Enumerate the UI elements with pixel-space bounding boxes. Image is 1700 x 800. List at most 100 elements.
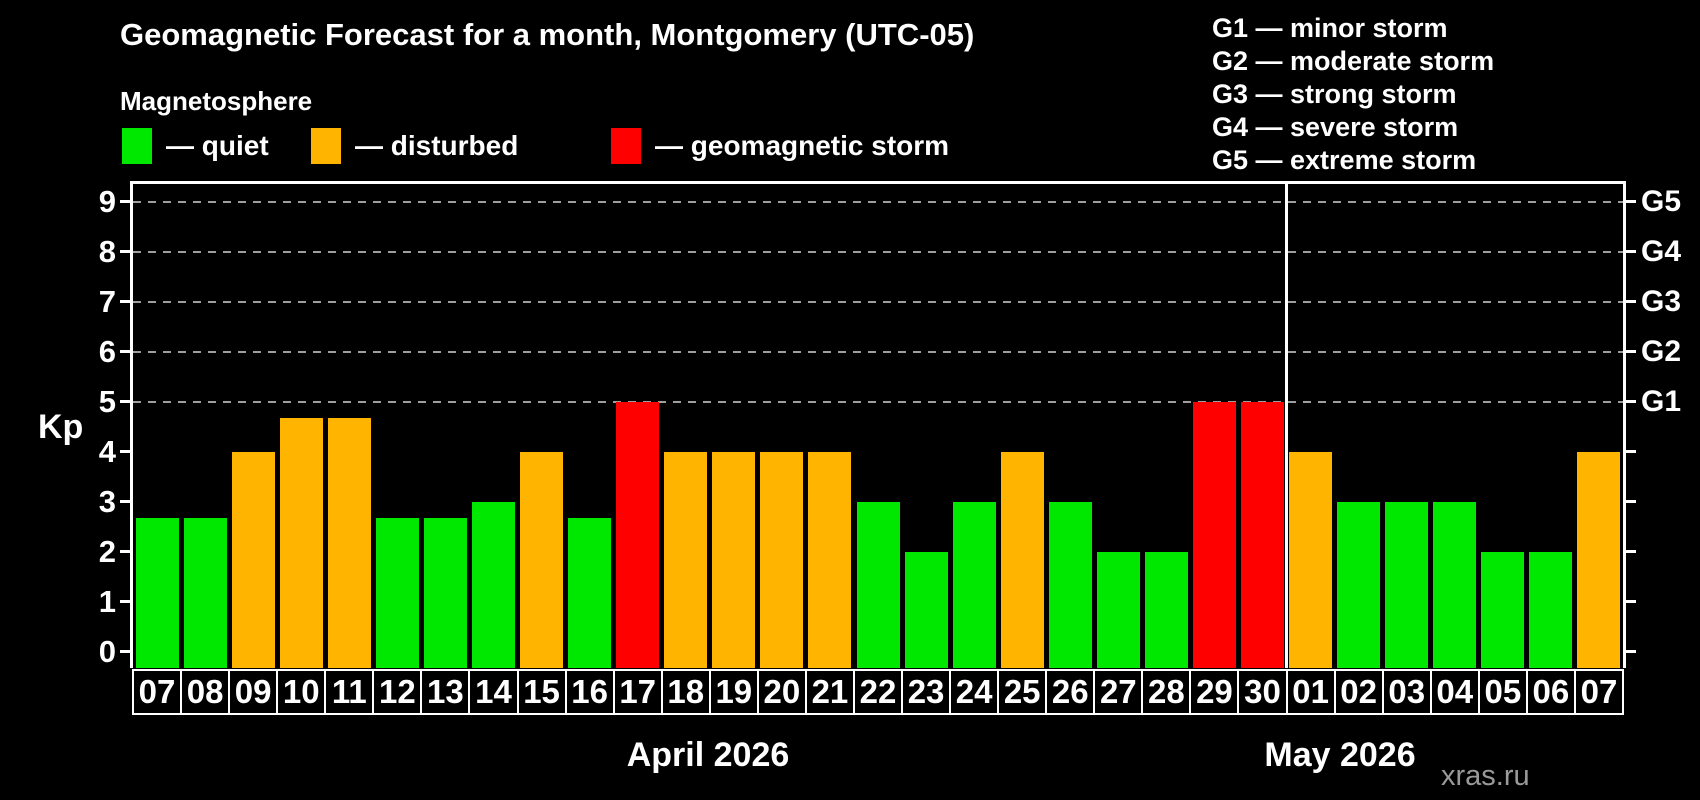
g-scale-legend-line-g2: G2 — moderate storm (1212, 46, 1495, 76)
day-label-apr-24: 24 (949, 669, 1000, 715)
y-axis-tick-left-5 (120, 400, 133, 403)
day-label-apr-12: 12 (372, 669, 423, 715)
day-label-may-06: 06 (1525, 669, 1576, 715)
y-axis-tick-left-0 (120, 650, 133, 653)
kp-bar-may-02 (1337, 501, 1381, 668)
day-label-apr-21: 21 (804, 669, 855, 715)
kp-bar-apr-30 (1241, 401, 1285, 668)
day-label-apr-17: 17 (612, 669, 663, 715)
kp-bar-apr-14 (471, 501, 515, 668)
y-axis-tick-right-1 (1623, 600, 1636, 603)
y-axis-tick-right-8 (1623, 250, 1636, 253)
y-axis-tick-label-5: 5 (98, 383, 116, 419)
kp-bar-apr-24 (952, 501, 996, 668)
day-label-apr-10: 10 (276, 669, 327, 715)
kp-bar-apr-12 (375, 518, 419, 668)
y-axis-tick-left-4 (120, 450, 133, 453)
kp-bar-apr-25 (1000, 451, 1044, 668)
g-axis-label-g4: G4 (1641, 234, 1682, 268)
y-axis-tick-left-6 (120, 350, 133, 353)
day-label-apr-13: 13 (420, 669, 471, 715)
kp-bar-apr-13 (423, 518, 467, 668)
y-axis-tick-label-6: 6 (98, 333, 116, 369)
y-axis-tick-label-2: 2 (98, 533, 116, 569)
storm-color-swatch (611, 128, 641, 164)
day-label-may-01: 01 (1285, 669, 1336, 715)
day-label-apr-14: 14 (468, 669, 519, 715)
day-label-may-03: 03 (1381, 669, 1432, 715)
kp-bar-apr-08 (183, 518, 227, 668)
kp-bar-may-05 (1481, 551, 1525, 668)
day-label-apr-15: 15 (516, 669, 567, 715)
kp-bar-may-01 (1289, 451, 1333, 668)
day-label-apr-20: 20 (756, 669, 807, 715)
y-axis-tick-right-9 (1623, 200, 1636, 203)
y-axis-tick-left-1 (120, 600, 133, 603)
g-axis-label-g3: G3 (1641, 284, 1682, 318)
gridline-kp9 (133, 200, 1623, 203)
g-axis-label-g2: G2 (1641, 334, 1682, 368)
y-axis-tick-label-3: 3 (98, 483, 116, 519)
month-label-april: April 2026 (626, 736, 790, 774)
kp-bar-may-04 (1433, 501, 1477, 668)
y-axis-tick-label-9: 9 (98, 183, 116, 219)
quiet-color-swatch (122, 128, 152, 164)
chart-title: Geomagnetic Forecast for a month, Montgo… (120, 17, 975, 52)
kp-bar-apr-26 (1048, 501, 1092, 668)
y-axis-title: Kp (38, 408, 84, 446)
y-axis-tick-left-2 (120, 550, 133, 553)
y-axis-tick-left-8 (120, 250, 133, 253)
kp-bar-may-07 (1577, 451, 1621, 668)
y-axis-tick-left-3 (120, 500, 133, 503)
y-axis-tick-right-4 (1623, 450, 1636, 453)
y-axis-tick-left-9 (120, 200, 133, 203)
gridline-kp8 (133, 250, 1623, 253)
y-axis-tick-right-6 (1623, 350, 1636, 353)
plot-area (130, 181, 1626, 668)
g-scale-legend-line-g5: G5 — extreme storm (1212, 145, 1477, 175)
day-label-apr-25: 25 (997, 669, 1048, 715)
day-label-apr-19: 19 (708, 669, 759, 715)
kp-bar-apr-28 (1144, 551, 1188, 668)
kp-bar-apr-21 (808, 451, 852, 668)
y-axis-tick-right-3 (1623, 500, 1636, 503)
day-label-apr-27: 27 (1093, 669, 1144, 715)
g-axis-label-g5: G5 (1641, 184, 1682, 218)
kp-bar-apr-07 (135, 518, 179, 668)
kp-bar-apr-23 (904, 551, 948, 668)
day-label-apr-16: 16 (564, 669, 615, 715)
chart-subtitle: Magnetosphere (120, 86, 313, 116)
g-scale-legend-line-g1: G1 — minor storm (1212, 13, 1448, 43)
y-axis-tick-left-7 (120, 300, 133, 303)
day-label-may-05: 05 (1477, 669, 1528, 715)
kp-bar-apr-19 (712, 451, 756, 668)
kp-bar-apr-11 (327, 418, 371, 668)
gridline-kp7 (133, 300, 1623, 303)
y-axis-tick-label-7: 7 (98, 283, 116, 319)
day-label-may-04: 04 (1429, 669, 1480, 715)
y-axis-tick-label-1: 1 (98, 583, 116, 619)
kp-bar-apr-16 (568, 518, 612, 668)
day-label-apr-26: 26 (1045, 669, 1096, 715)
legend-label-quiet: — quiet (166, 130, 269, 161)
day-label-apr-18: 18 (660, 669, 711, 715)
legend-item-storm: — geomagnetic storm (611, 128, 949, 164)
day-label-apr-29: 29 (1189, 669, 1240, 715)
y-axis-tick-right-7 (1623, 300, 1636, 303)
watermark: xras.ru (1441, 760, 1530, 792)
y-axis-tick-right-5 (1623, 400, 1636, 403)
kp-bar-apr-15 (520, 451, 564, 668)
gridline-kp6 (133, 350, 1623, 353)
g-scale-legend-line-g4: G4 — severe storm (1212, 112, 1459, 142)
kp-bar-apr-18 (664, 451, 708, 668)
day-label-apr-09: 09 (228, 669, 279, 715)
gridline-kp5 (133, 400, 1623, 403)
day-label-may-07: 07 (1573, 669, 1624, 715)
kp-bar-may-06 (1529, 551, 1573, 668)
g-axis-label-g1: G1 (1641, 384, 1682, 418)
month-label-may: May 2026 (1264, 736, 1416, 774)
day-label-apr-23: 23 (901, 669, 952, 715)
y-axis-tick-label-4: 4 (98, 433, 116, 469)
